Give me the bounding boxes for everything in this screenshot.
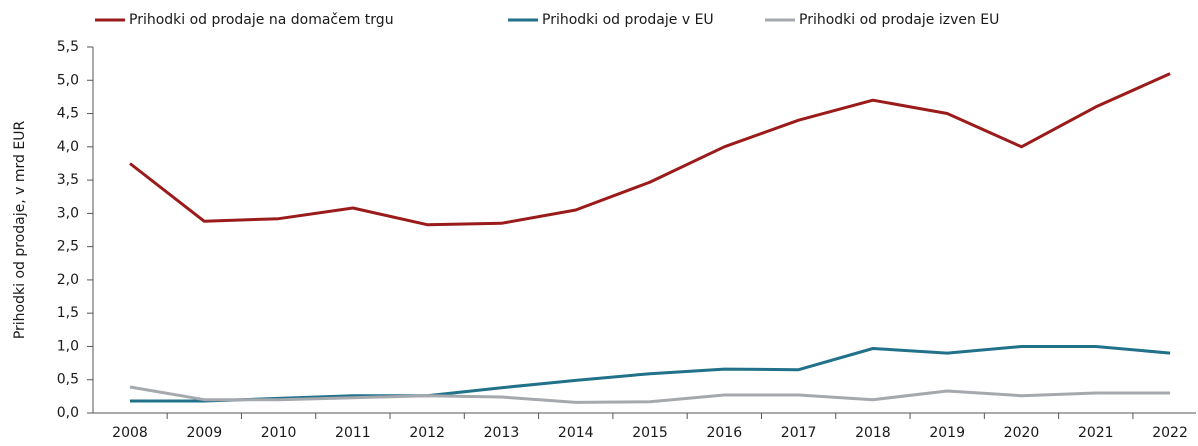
x-tick-label: 2021 (1078, 425, 1114, 441)
x-tick-label: 2019 (929, 425, 965, 441)
y-tick-label: 5,5 (57, 39, 79, 55)
x-tick-label: 2015 (632, 425, 668, 441)
x-tick-label: 2017 (781, 425, 817, 441)
x-tick-label: 2009 (186, 425, 222, 441)
x-tick-label: 2011 (335, 425, 371, 441)
y-tick-label: 3,0 (57, 205, 79, 221)
legend-label: Prihodki od prodaje v EU (542, 12, 714, 28)
series-line (129, 385, 1171, 404)
x-tick-label: 2020 (1004, 425, 1040, 441)
y-tick-label: 2,0 (57, 272, 79, 288)
y-tick-label: 2,5 (57, 239, 79, 255)
legend-label: Prihodki od prodaje izven EU (799, 12, 999, 28)
x-tick-label: 2014 (558, 425, 594, 441)
x-tick-label: 2010 (261, 425, 297, 441)
x-tick-label: 2013 (484, 425, 520, 441)
legend-label: Prihodki od prodaje na domačem trgu (129, 12, 394, 28)
y-tick-label: 1,5 (57, 305, 79, 321)
x-tick-label: 2018 (855, 425, 891, 441)
y-tick-label: 4,0 (57, 139, 79, 155)
x-tick-label: 2016 (706, 425, 742, 441)
x-tick-label: 2012 (409, 425, 445, 441)
x-tick-label: 2022 (1152, 425, 1188, 441)
x-tick-label: 2008 (112, 425, 148, 441)
series-line (129, 72, 1171, 227)
y-tick-label: 5,0 (57, 72, 79, 88)
y-tick-label: 0,0 (57, 405, 79, 421)
y-tick-label: 0,5 (57, 372, 79, 388)
y-tick-label: 4,5 (57, 106, 79, 122)
series-line (130, 345, 1171, 403)
y-tick-label: 1,0 (57, 338, 79, 354)
y-axis-label: Prihodki od prodaje, v mrd EUR (12, 121, 28, 340)
y-tick-label: 3,5 (57, 172, 79, 188)
